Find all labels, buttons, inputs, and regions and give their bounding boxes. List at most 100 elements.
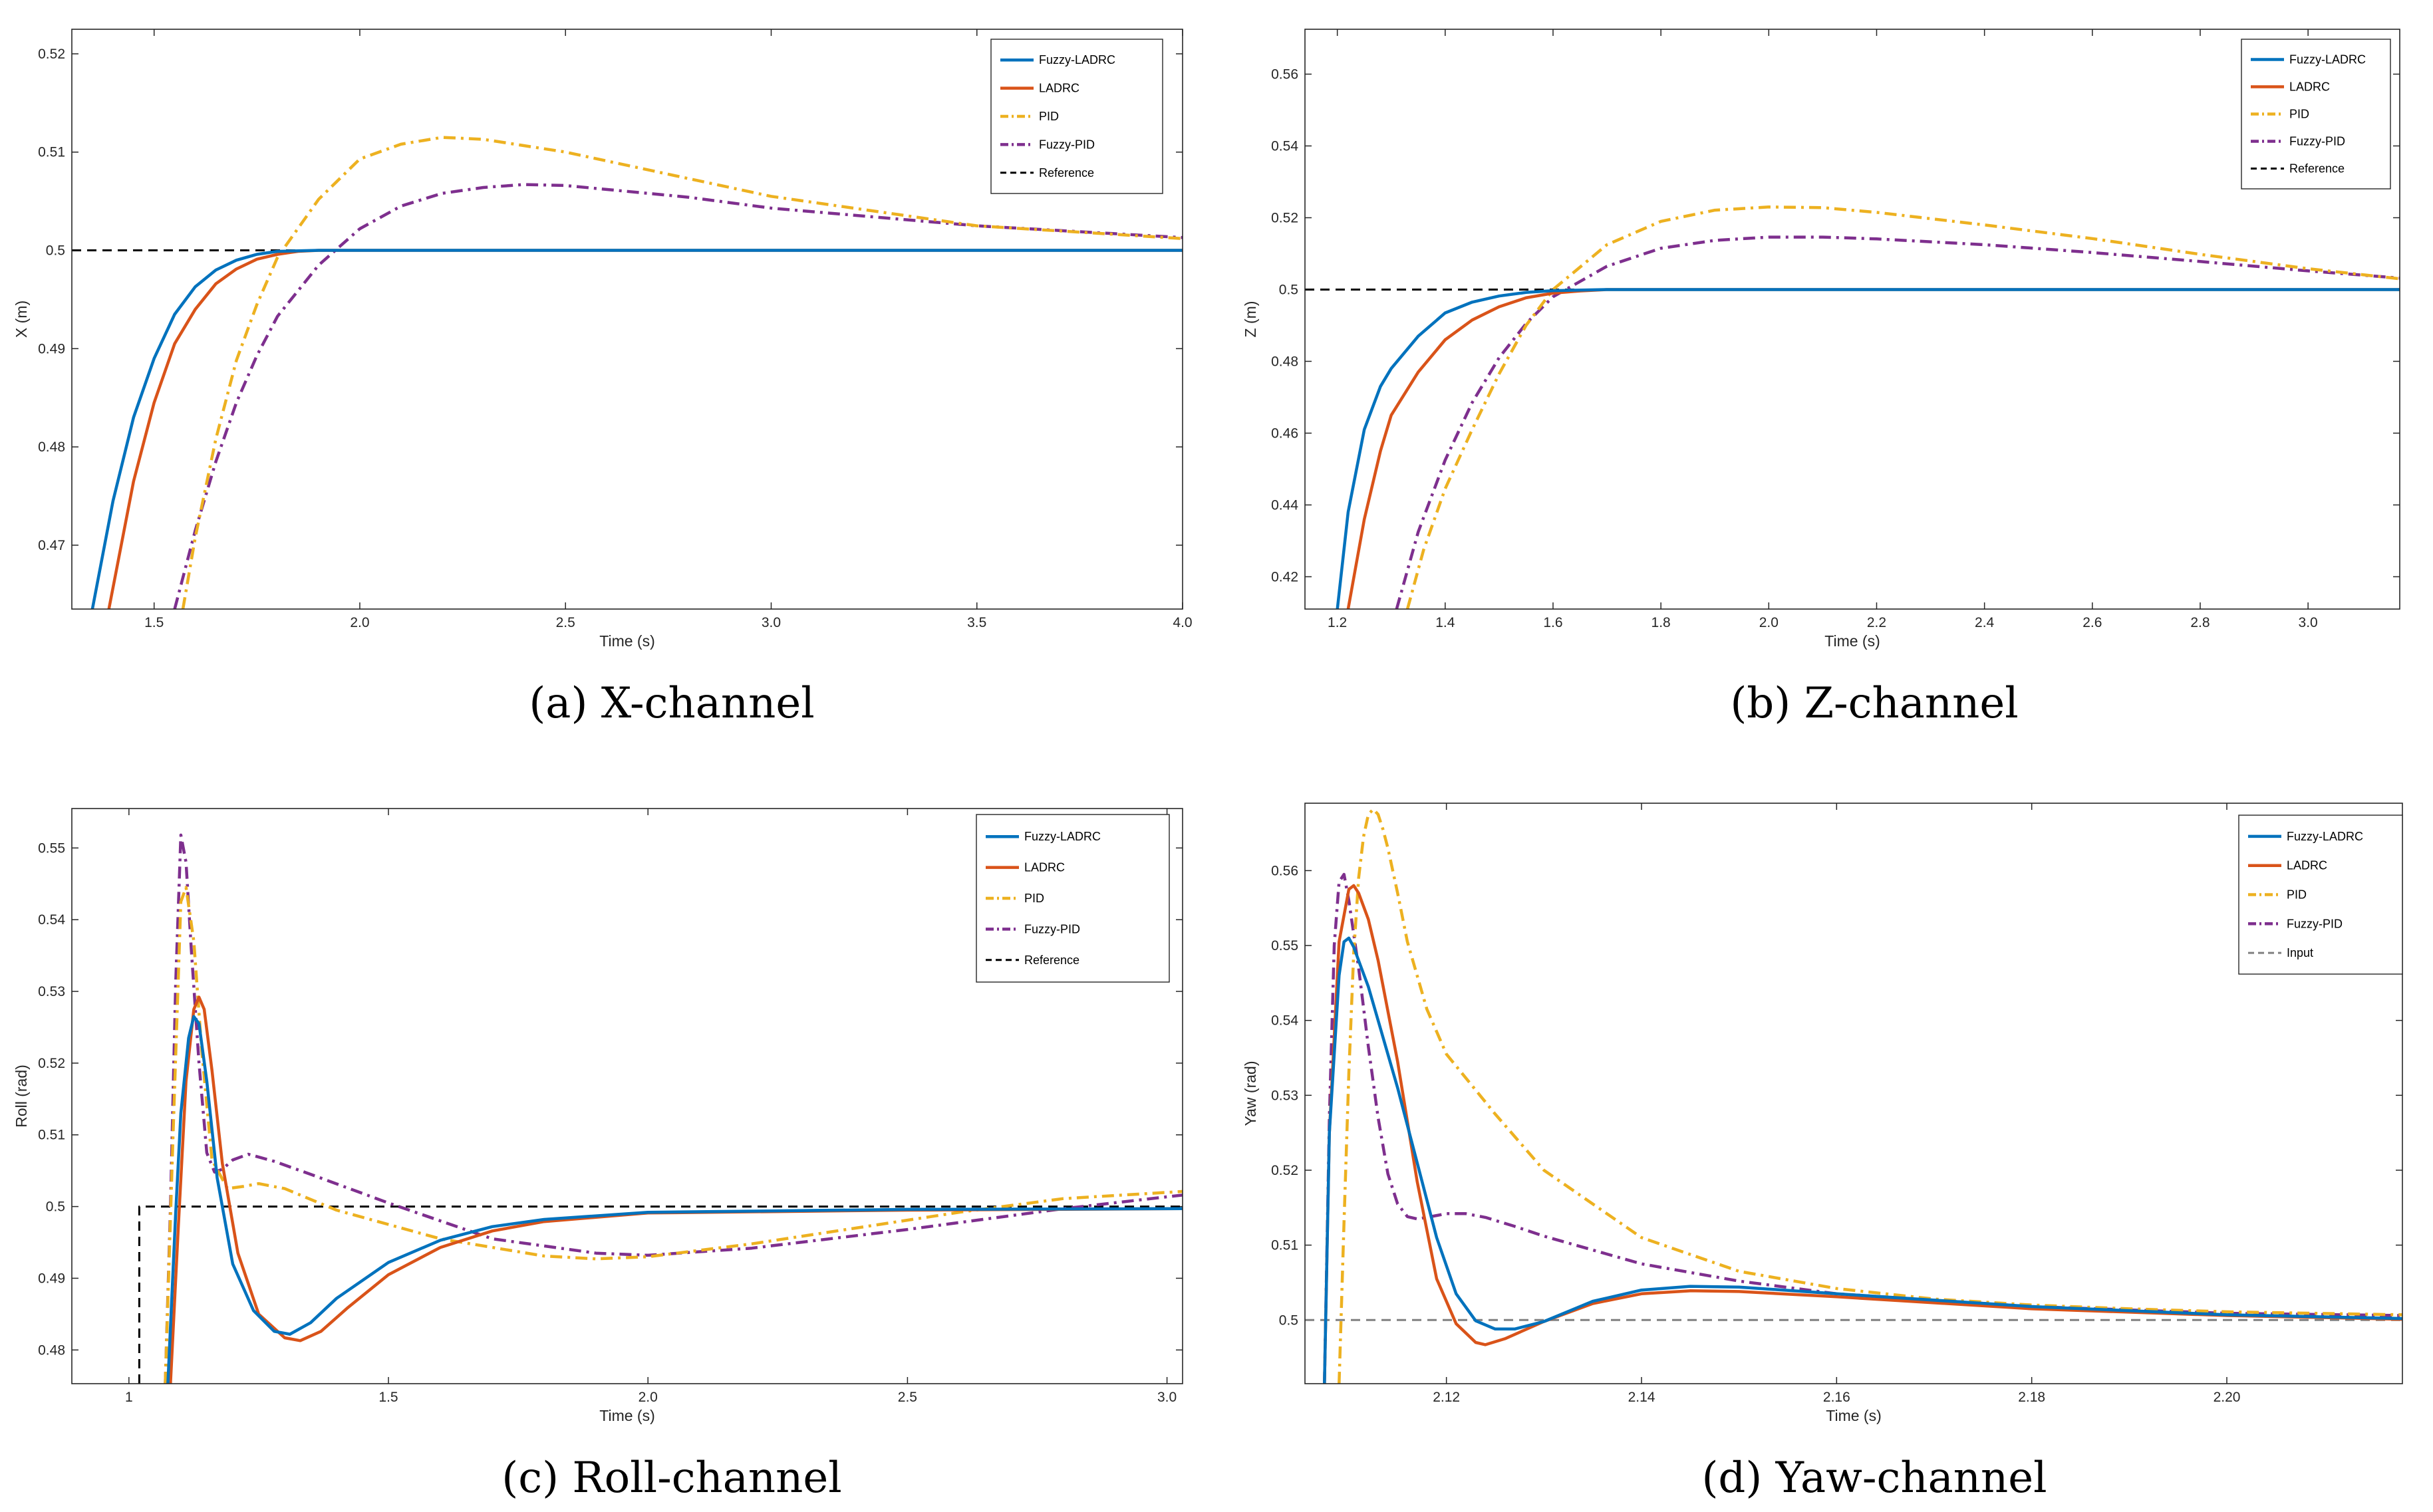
legend-label: Fuzzy-PID (2287, 917, 2343, 930)
legend-label: LADRC (2289, 80, 2330, 94)
legend-box (2241, 39, 2391, 189)
y-tick-label: 0.47 (38, 538, 65, 553)
axes-frame (71, 808, 1183, 1384)
x-tick-label: 3.0 (762, 615, 781, 630)
series-line-pid (164, 886, 1183, 1384)
legend-label: Input (2287, 946, 2313, 959)
y-tick-label: 0.52 (1271, 1163, 1298, 1178)
y-tick-label: 0.53 (38, 984, 65, 999)
legend-label: LADRC (1039, 82, 1079, 95)
x-tick-label: 2.12 (1433, 1390, 1460, 1405)
legend-label: PID (2287, 888, 2307, 902)
x-tick-label: 2.0 (639, 1390, 658, 1405)
legend-label: Fuzzy-LADRC (1039, 53, 1115, 66)
legend: Fuzzy-LADRC LADRC PID Fuzzy-PID Reference (2241, 39, 2391, 189)
series-line-ladrc (169, 995, 1183, 1384)
legend-label: Reference (1024, 953, 1079, 967)
y-axis-label: Yaw (rad) (1242, 1061, 1259, 1126)
y-tick-label: 0.48 (1271, 354, 1298, 369)
y-tick-label: 0.48 (38, 440, 65, 455)
legend: Fuzzy-LADRC LADRC PID Fuzzy-PID Reference (976, 814, 1170, 983)
legend-label: Fuzzy-LADRC (1024, 830, 1101, 843)
y-tick-label: 0.44 (1271, 497, 1298, 513)
x-axis-label: Time (s) (1826, 1407, 1881, 1424)
legend-label: Fuzzy-LADRC (2289, 53, 2366, 66)
y-tick-label: 0.51 (38, 145, 65, 160)
x-tick-label: 1.6 (1543, 615, 1562, 630)
x-tick-label: 2.0 (350, 615, 369, 630)
y-tick-label: 0.56 (1271, 66, 1298, 82)
x-tick-label: 2.0 (1759, 615, 1779, 630)
y-tick-label: 0.55 (38, 840, 65, 856)
x-tick-label: 2.2 (1867, 615, 1886, 630)
series-line-fuzzy-pid (164, 833, 1183, 1384)
y-tick-label: 0.5 (1279, 1313, 1298, 1328)
chart-x: 1.5 2.0 2.5 3.0 3.5 4.0 0.47 0.48 0.49 0.5 0.51 0.5… (13, 29, 1193, 728)
y-tick-label: 0.52 (1271, 210, 1298, 225)
y-tick-label: 0.5 (46, 1199, 65, 1215)
subfigure-caption: (d) Yaw-channel (1701, 1453, 2047, 1503)
subfigure-caption: (c) Roll-channel (501, 1453, 841, 1503)
series-line-pid (1405, 205, 2400, 609)
series-layer (72, 136, 1183, 609)
y-tick-label: 0.51 (38, 1128, 65, 1143)
series-line-fuzzy-ladrc (166, 1015, 1183, 1384)
y-tick-label: 0.55 (1271, 938, 1298, 953)
x-tick-label: 2.4 (1975, 615, 1995, 630)
series-layer (138, 833, 1183, 1384)
y-tick-label: 0.5 (1279, 282, 1298, 297)
y-tick-label: 0.51 (1271, 1238, 1298, 1253)
legend-label: Fuzzy-PID (1039, 138, 1095, 151)
y-axis-label: Z (m) (1242, 301, 1259, 338)
chart-roll: 1 1.5 2.0 2.5 3.0 0.48 0.49 0.5 0.51 0.52 0.53 0.54… (13, 808, 1183, 1503)
subfigure-caption: (b) Z-channel (1730, 679, 2018, 728)
series-line-reference (138, 1205, 1183, 1384)
x-tick-label: 1 (125, 1390, 133, 1405)
y-tick-label: 0.52 (38, 47, 65, 62)
y-tick-label: 0.54 (38, 912, 65, 928)
plot-area (1305, 29, 2400, 609)
legend-label: LADRC (1024, 861, 1065, 874)
x-tick-label: 2.16 (1823, 1390, 1850, 1405)
y-tick-label: 0.42 (1271, 569, 1298, 584)
y-tick-label: 0.49 (38, 341, 65, 356)
x-tick-label: 2.8 (2190, 615, 2210, 630)
x-tick-label: 2.5 (556, 615, 575, 630)
series-layer (1305, 205, 2400, 609)
series-line-pid (181, 136, 1183, 609)
legend-label: Fuzzy-LADRC (2287, 830, 2363, 843)
y-tick-label: 0.54 (1271, 138, 1298, 154)
x-tick-label: 1.2 (1328, 615, 1347, 630)
y-tick-label: 0.49 (38, 1271, 65, 1286)
x-tick-label: 2.14 (1628, 1390, 1655, 1405)
x-axis-label: Time (s) (599, 632, 654, 650)
series-line-ladrc (1323, 884, 2402, 1384)
x-tick-label: 2.6 (2082, 615, 2102, 630)
y-axis-label: Roll (rad) (13, 1065, 30, 1128)
legend-label: PID (2289, 108, 2309, 121)
series-line-fuzzy-ladrc (1323, 936, 2402, 1384)
series-line-fuzzy-pid (1395, 235, 2400, 609)
x-tick-label: 4.0 (1173, 615, 1192, 630)
x-tick-label: 2.18 (2018, 1390, 2045, 1405)
axes-frame (1304, 29, 2400, 610)
x-tick-label: 3.0 (1157, 1390, 1177, 1405)
y-tick-label: 0.5 (46, 243, 65, 259)
series-layer (1305, 807, 2402, 1384)
x-tick-label: 3.5 (967, 615, 986, 630)
legend: Fuzzy-LADRC LADRC PID Fuzzy-PID Input (2238, 815, 2403, 975)
y-tick-label: 0.56 (1271, 863, 1298, 878)
series-line-fuzzy-ladrc (1336, 288, 2400, 609)
legend-label: Reference (2289, 162, 2345, 176)
series-line-pid (1338, 807, 2402, 1384)
y-tick-label: 0.48 (38, 1342, 65, 1358)
y-tick-label: 0.53 (1271, 1088, 1298, 1103)
x-axis-label: Time (s) (599, 1407, 654, 1424)
legend-label: Reference (1039, 166, 1094, 180)
x-tick-label: 2.5 (898, 1390, 917, 1405)
chart-z: 1.2 1.4 1.6 1.8 2.0 2.2 2.4 2.6 2.8 3.0 0.42 0.44 0.… (1242, 29, 2400, 728)
axes-frame (71, 29, 1183, 610)
y-tick-label: 0.52 (38, 1056, 65, 1071)
x-tick-label: 2.20 (2214, 1390, 2241, 1405)
